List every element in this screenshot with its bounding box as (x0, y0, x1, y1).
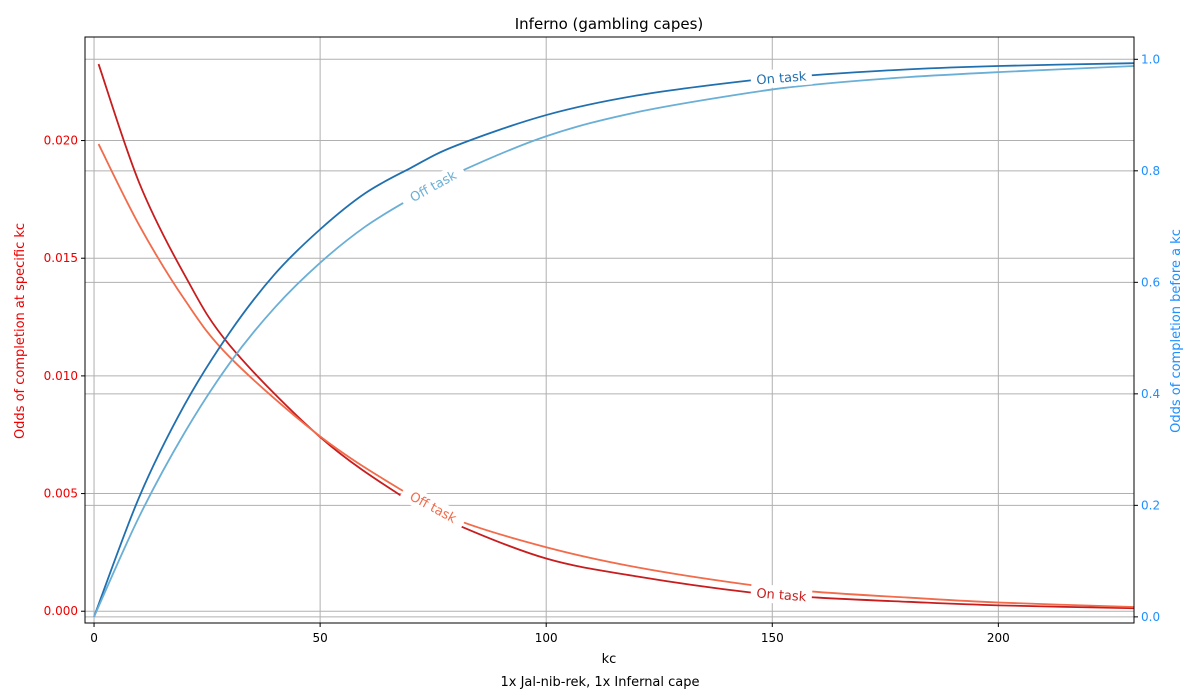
line-label-text: On task (756, 586, 807, 605)
line-label-background (398, 161, 468, 211)
line-label-background (750, 583, 813, 607)
grid (85, 37, 1134, 623)
chart-title: Inferno (gambling capes) (515, 15, 703, 33)
plot-frame (84, 36, 1135, 624)
x-tick-label: 150 (761, 631, 784, 645)
y-tick-label-left: 0.020 (44, 134, 78, 148)
y-tick-label-right: 0.0 (1141, 610, 1160, 624)
y-tick-label-right: 0.6 (1141, 275, 1160, 289)
series-line-left-on-task (97, 63, 1135, 610)
right-y-axis-label: Odds of completion before a kc (1169, 229, 1184, 433)
y-tick-label-right: 0.4 (1141, 387, 1160, 401)
series-line-right-on-task (93, 62, 1135, 618)
x-tick-label: 100 (535, 631, 558, 645)
y-tick-label-left: 0.015 (44, 251, 78, 265)
y-tick-label-left: 0.005 (44, 487, 78, 501)
series-line-left-off-task (97, 143, 1135, 608)
x-axis-label: kc (602, 652, 617, 667)
y-tick-label-right: 0.8 (1141, 164, 1160, 178)
line-label-background (750, 66, 813, 90)
y-tick-label-left: 0.000 (44, 604, 78, 618)
y-tick-label-right: 1.0 (1141, 52, 1160, 66)
x-tick-label: 50 (312, 631, 327, 645)
left-y-axis-label: Odds of completion at specific kc (13, 223, 28, 439)
line-label-text: On task (756, 69, 807, 88)
line-label-right-on-task: On task (750, 66, 813, 90)
y-tick-label-right: 0.2 (1141, 498, 1160, 512)
axes: 0 50 100 150 200 0.000 0.005 0.010 0.015 0.020 0.0… (44, 52, 1160, 645)
x-tick-label: 200 (987, 631, 1010, 645)
x-tick-label: 0 (90, 631, 98, 645)
line-label-left-on-task: On task (750, 583, 813, 607)
y-tick-label-left: 0.010 (44, 369, 78, 383)
line-label-background (398, 482, 468, 532)
caption: 1x Jal-nib-rek, 1x Infernal cape (500, 675, 699, 690)
